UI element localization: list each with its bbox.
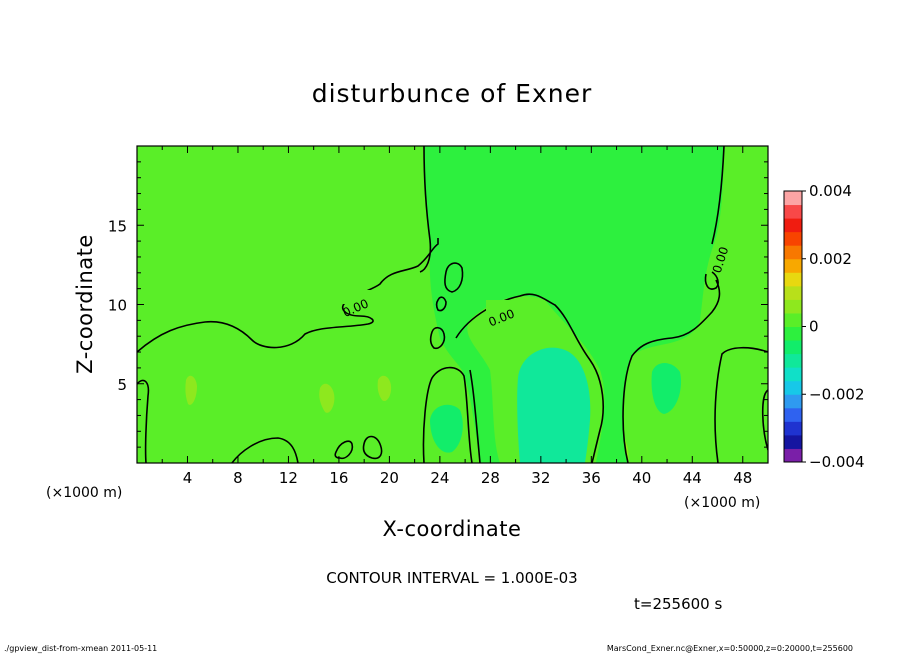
contour-line-upper-left [419, 146, 432, 273]
contour-line-base-mid [231, 437, 299, 463]
colorbar-swatch [784, 448, 802, 463]
contour-loop-bubble-a [334, 440, 354, 460]
colorbar-ticks: 0.004 0.002 0 −0.002 −0.004 [802, 182, 865, 471]
colorbar-swatch [784, 231, 802, 246]
contour-loop-column-b [469, 369, 481, 463]
contour-line-right [711, 146, 725, 245]
colorbar-tick-label: 0.004 [809, 182, 852, 200]
x-tick-label: 28 [481, 469, 500, 487]
contour-label-bg-2 [486, 300, 526, 314]
x-tick-label: 16 [329, 469, 348, 487]
colorbar-swatch [784, 380, 802, 395]
colorbar-swatch [784, 312, 802, 327]
x-tick-label: 44 [683, 469, 702, 487]
colorbar-swatch [784, 258, 802, 273]
colorbar [784, 191, 802, 463]
colorbar-swatch [784, 204, 802, 219]
x-tick-label: 12 [279, 469, 298, 487]
x-axis-label: X-coordinate [383, 517, 522, 541]
y-tick-label: 10 [108, 297, 127, 315]
shade-negative-region-c [651, 363, 682, 414]
x-tick-label: 32 [531, 469, 550, 487]
contour-line-low-level [137, 238, 439, 353]
y-tick-label: 15 [108, 217, 127, 235]
chart-title: disturbunce of Exner [312, 79, 593, 108]
colorbar-tick-label: −0.002 [809, 385, 865, 403]
contour-loop-bubble-d [429, 326, 446, 350]
colorbar-swatch [784, 218, 802, 233]
contour-line-center [455, 293, 604, 463]
contour-loop-column-a [422, 366, 473, 463]
contour-line-far-right [714, 346, 768, 463]
time-label: t=255600 s [634, 595, 722, 613]
x-tick-label: 4 [183, 469, 193, 487]
colorbar-swatch [784, 434, 802, 449]
shade-negative-region-b [430, 404, 463, 453]
zero-contours [137, 146, 768, 463]
x-tick-label: 8 [233, 469, 243, 487]
contour-line-right-lower [622, 279, 721, 463]
contour-line-base-right [761, 389, 768, 451]
shade-positive-region-c [377, 375, 392, 402]
colorbar-tick-label: 0 [809, 318, 819, 336]
colorbar-swatch [784, 326, 802, 341]
y-axis: 5 10 15 [108, 161, 768, 448]
contour-loop-bubble-c [444, 262, 464, 293]
x-tick-label: 40 [632, 469, 651, 487]
colorbar-swatch [784, 394, 802, 409]
colorbar-swatch [784, 285, 802, 300]
colorbar-swatch [784, 299, 802, 314]
colorbar-swatch [784, 421, 802, 436]
shade-zero-enclosed-region [424, 146, 724, 463]
colorbar-tick-label: −0.004 [809, 453, 865, 471]
colorbar-swatch [784, 191, 802, 206]
colorbar-swatch [784, 245, 802, 260]
colorbar-swatch [784, 353, 802, 368]
colorbar-swatch [784, 367, 802, 382]
contour-line-base-left [137, 379, 150, 463]
x-tick-label: 24 [430, 469, 449, 487]
colorbar-tick-label: 0.002 [809, 250, 852, 268]
shade-positive-region-a [185, 375, 197, 405]
y-tick-label: 5 [117, 376, 127, 394]
colorbar-swatch [784, 272, 802, 287]
contour-interval: CONTOUR INTERVAL = 1.000E-03 [326, 569, 577, 587]
x-unit-left: (×1000 m) [46, 485, 122, 501]
colorbar-swatch [784, 340, 802, 355]
x-unit-right: (×1000 m) [684, 495, 760, 511]
x-axis: 4 8 12 16 20 24 28 32 36 40 44 48 [161, 146, 752, 487]
footer-left: ./gpview_dist-from-xmean 2011-05-11 [4, 644, 157, 653]
contour-label-bg-1 [340, 290, 380, 304]
shade-positive-region-b [319, 383, 335, 413]
contour-loop-bubble-b [362, 435, 383, 460]
contour-loop-bubble-e [435, 296, 447, 312]
contour-loop-right-small [704, 271, 719, 290]
colorbar-swatch [784, 407, 802, 422]
x-tick-label: 48 [733, 469, 752, 487]
x-tick-label: 20 [380, 469, 399, 487]
footer-right: MarsCond_Exner.nc@Exner,x=0:50000,z=0:20… [607, 644, 853, 653]
plot-area: 0.00 0.00 0.00 [137, 146, 768, 463]
shade-negative-region-a [517, 347, 591, 463]
y-axis-label: Z-coordinate [73, 234, 97, 374]
x-tick-label: 36 [582, 469, 601, 487]
